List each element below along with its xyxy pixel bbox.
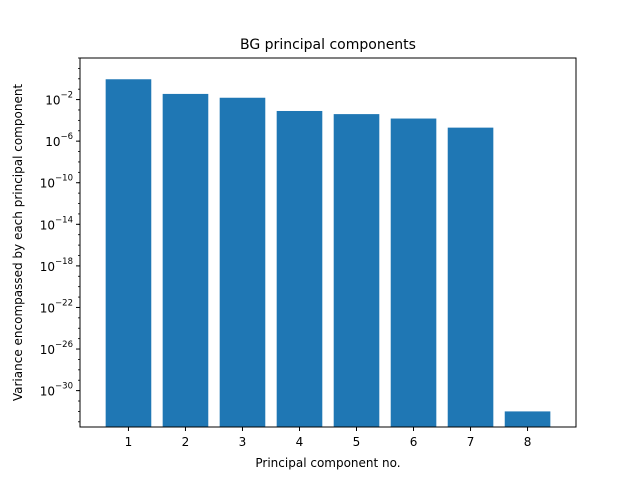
bar-3 [219,97,266,427]
y-axis-ticks: 10−2 10−6 10−10 10−14 10−18 10−22 10−26 10−30 [40,57,80,423]
chart-title: BG principal components [240,37,416,53]
bar-6 [390,118,437,427]
y-tick-label: 10−10 [40,174,73,191]
x-tick-label: 3 [239,435,247,449]
bar-4 [276,110,323,427]
y-tick-label: 10−14 [40,215,73,232]
y-axis-label: Variance encompassed by each principal c… [11,84,25,402]
y-tick-label: 10−30 [40,382,73,399]
bar-8 [504,411,551,427]
bar-1 [105,79,152,427]
x-tick-label: 1 [125,435,133,449]
x-tick-label: 2 [182,435,190,449]
bar-2 [162,93,209,428]
x-tick-label: 7 [467,435,475,449]
bar-5 [333,114,380,428]
x-tick-label: 5 [353,435,361,449]
x-axis-label: Principal component no. [255,456,400,470]
y-tick-label: 10−6 [45,132,73,149]
plot-frame [79,57,577,428]
x-tick-label: 6 [410,435,418,449]
y-tick-label: 10−22 [40,298,73,315]
x-tick-label: 4 [296,435,304,449]
x-tick-label: 8 [524,435,532,449]
x-axis-ticks: 1 2 3 4 5 6 7 8 [125,427,532,449]
y-tick-label: 10−18 [40,257,73,274]
bar-7 [447,127,494,427]
y-tick-label: 10−2 [45,91,73,108]
bars-group [105,79,551,428]
y-tick-label: 10−26 [40,340,73,357]
